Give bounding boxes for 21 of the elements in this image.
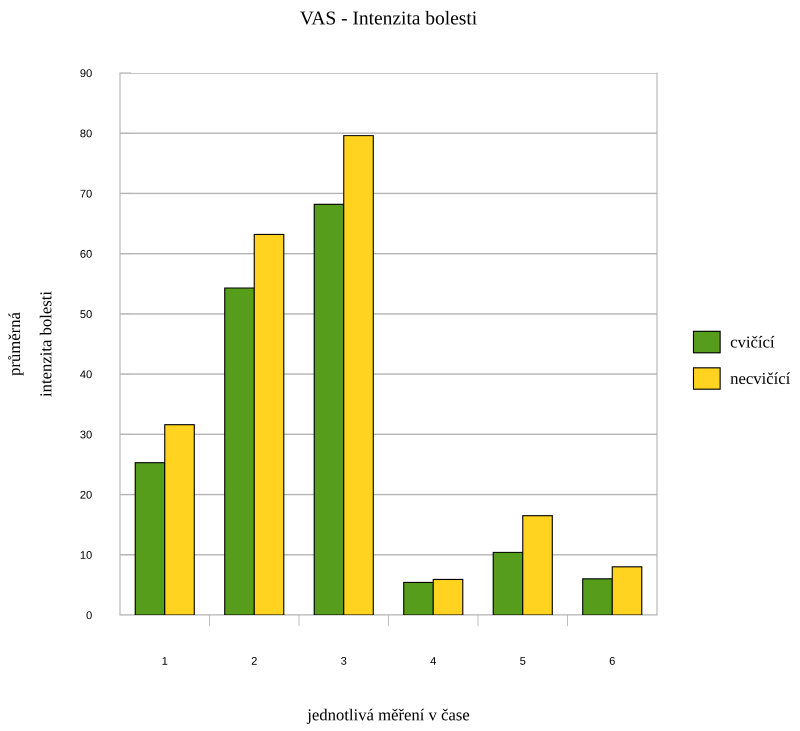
- y-tick-label: 70: [80, 190, 92, 198]
- y-tick-label: 80: [80, 129, 92, 138]
- x-tick-label: 2: [252, 656, 257, 665]
- x-tick-label: 5: [520, 657, 526, 665]
- legend-label: necvičící: [730, 372, 790, 384]
- y-tick-label: 40: [80, 370, 92, 378]
- x-tick-label: 1: [162, 657, 168, 665]
- legend-label: cvičící: [730, 336, 774, 348]
- y-tick-label: 50: [80, 310, 92, 318]
- x-tick-label: 4: [430, 657, 436, 665]
- x-tick-label: 6: [610, 656, 615, 665]
- y-axis-title: průměrná intenzita bolesti: [8, 291, 52, 397]
- y-tick-label: 20: [80, 490, 92, 499]
- x-axis-title: jednotlivá měření v čase: [306, 708, 470, 724]
- chart-title: VAS - Intenzita bolesti: [300, 10, 477, 25]
- y-tick-label: 0: [86, 611, 92, 620]
- y-tick-label: 10: [80, 551, 92, 559]
- x-tick-label: 3: [341, 656, 346, 665]
- y-tick-label: 90: [80, 69, 92, 78]
- y-tick-label: 30: [80, 430, 92, 438]
- y-tick-label: 60: [80, 250, 92, 258]
